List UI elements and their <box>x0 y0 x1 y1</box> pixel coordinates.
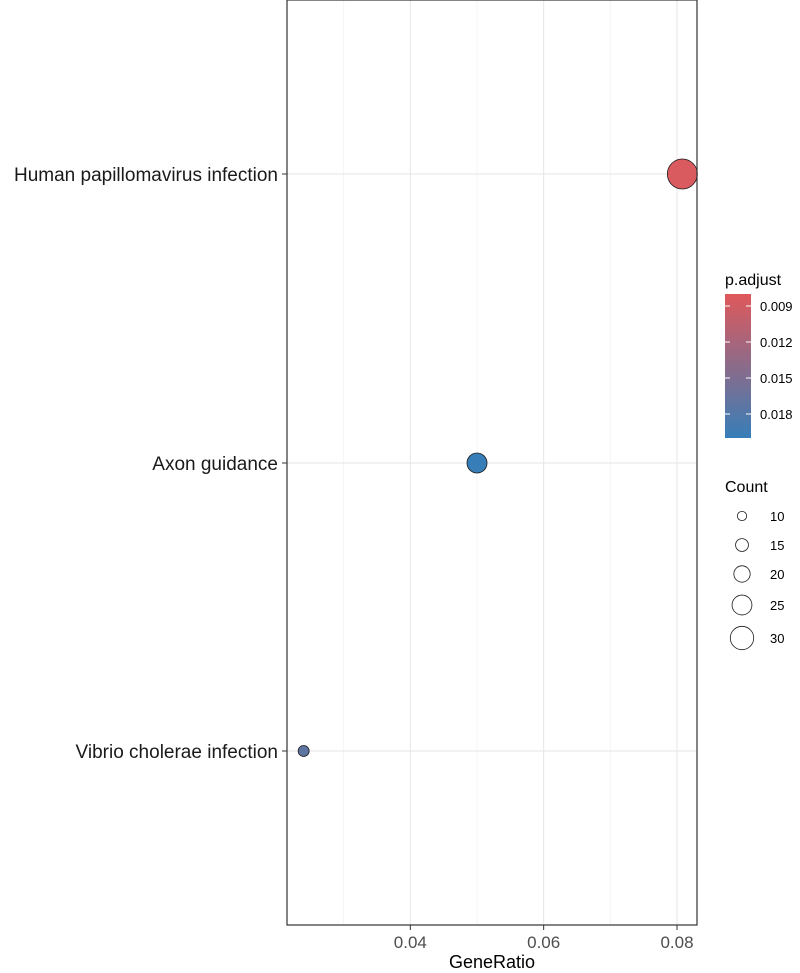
color-bar-tick-label: 0.012 <box>760 335 793 350</box>
size-legend-label: 15 <box>770 538 784 553</box>
x-tick-label: 0.04 <box>394 933 427 952</box>
size-legend-label: 10 <box>770 509 784 524</box>
size-legend-label: 30 <box>770 631 784 646</box>
size-legend-label: 25 <box>770 598 784 613</box>
color-bar-tick-label: 0.009 <box>760 299 793 314</box>
size-legend-circle <box>735 538 749 552</box>
size-legend-circle <box>731 594 753 616</box>
x-tick-label: 0.06 <box>527 933 560 952</box>
data-point <box>466 452 488 474</box>
color-bar <box>725 294 751 438</box>
size-legend-circle <box>733 565 751 583</box>
y-tick-label: Human papillomavirus infection <box>14 165 278 186</box>
color-bar-ticks: 0.009 0.012 0.015 0.018 <box>725 299 793 422</box>
size-legend-items: 10 15 20 25 30 <box>729 509 784 651</box>
size-legend-title: Count <box>725 479 768 496</box>
x-tick-label: 0.08 <box>660 933 693 952</box>
size-legend: Count 10 15 20 25 30 <box>725 479 784 651</box>
data-point <box>666 158 698 190</box>
y-tick-label: Vibrio cholerae infection <box>76 742 278 763</box>
x-axis: 0.04 0.06 0.08 <box>394 925 694 952</box>
data-point <box>297 745 310 757</box>
color-legend: p.adjust 0.009 0.012 0.015 0.018 <box>725 272 793 438</box>
color-legend-title: p.adjust <box>725 272 782 289</box>
size-legend-label: 20 <box>770 567 784 582</box>
color-bar-tick-label: 0.015 <box>760 371 793 386</box>
y-tick-label: Axon guidance <box>152 454 278 475</box>
size-legend-circle <box>729 625 755 651</box>
y-axis: Human papillomavirus infection Axon guida… <box>14 165 287 763</box>
data-points <box>297 158 698 757</box>
x-axis-title: GeneRatio <box>449 952 535 972</box>
color-bar-tick-label: 0.018 <box>760 407 793 422</box>
size-legend-circle <box>736 510 748 522</box>
